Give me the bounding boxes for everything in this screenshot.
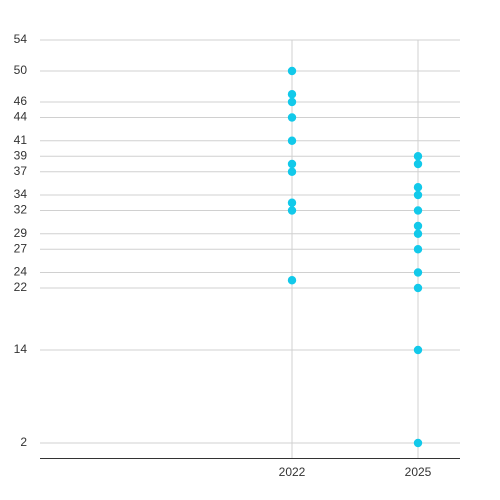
- point: [287, 90, 297, 99]
- y-tick-label: 46: [14, 94, 28, 108]
- point: [413, 183, 423, 192]
- point: [287, 276, 297, 285]
- y-tick-label: 34: [14, 187, 28, 201]
- point: [413, 345, 423, 355]
- point: [287, 198, 297, 207]
- point: [413, 190, 423, 200]
- point: [413, 245, 423, 254]
- point: [287, 113, 297, 122]
- y-tick-label: 39: [14, 148, 28, 162]
- point: [413, 268, 423, 277]
- point: [287, 159, 297, 169]
- y-tick-label: 41: [14, 133, 28, 147]
- y-tick-label: 29: [14, 226, 28, 240]
- point: [413, 206, 423, 215]
- y-tick-label: 50: [14, 63, 28, 77]
- point: [413, 159, 423, 169]
- point: [287, 97, 297, 107]
- point: [287, 206, 297, 215]
- y-tick-label: 32: [14, 203, 28, 217]
- x-tick-label: 2022: [279, 465, 306, 479]
- point: [413, 438, 423, 448]
- point: [413, 152, 423, 161]
- point: [287, 167, 297, 176]
- y-tick-label: 44: [14, 110, 28, 124]
- point: [413, 221, 423, 231]
- y-tick-label: 2: [20, 435, 27, 449]
- point: [413, 229, 423, 238]
- y-tick-label: 14: [14, 342, 28, 356]
- point: [287, 136, 297, 145]
- y-tick-label: 22: [14, 280, 28, 294]
- y-tick-label: 24: [14, 265, 28, 279]
- y-tick-label: 37: [14, 164, 28, 178]
- point: [287, 66, 297, 76]
- y-tick-label: 54: [14, 32, 28, 46]
- y-tick-label: 27: [14, 241, 28, 255]
- point: [413, 283, 423, 293]
- x-tick-label: 2025: [405, 465, 432, 479]
